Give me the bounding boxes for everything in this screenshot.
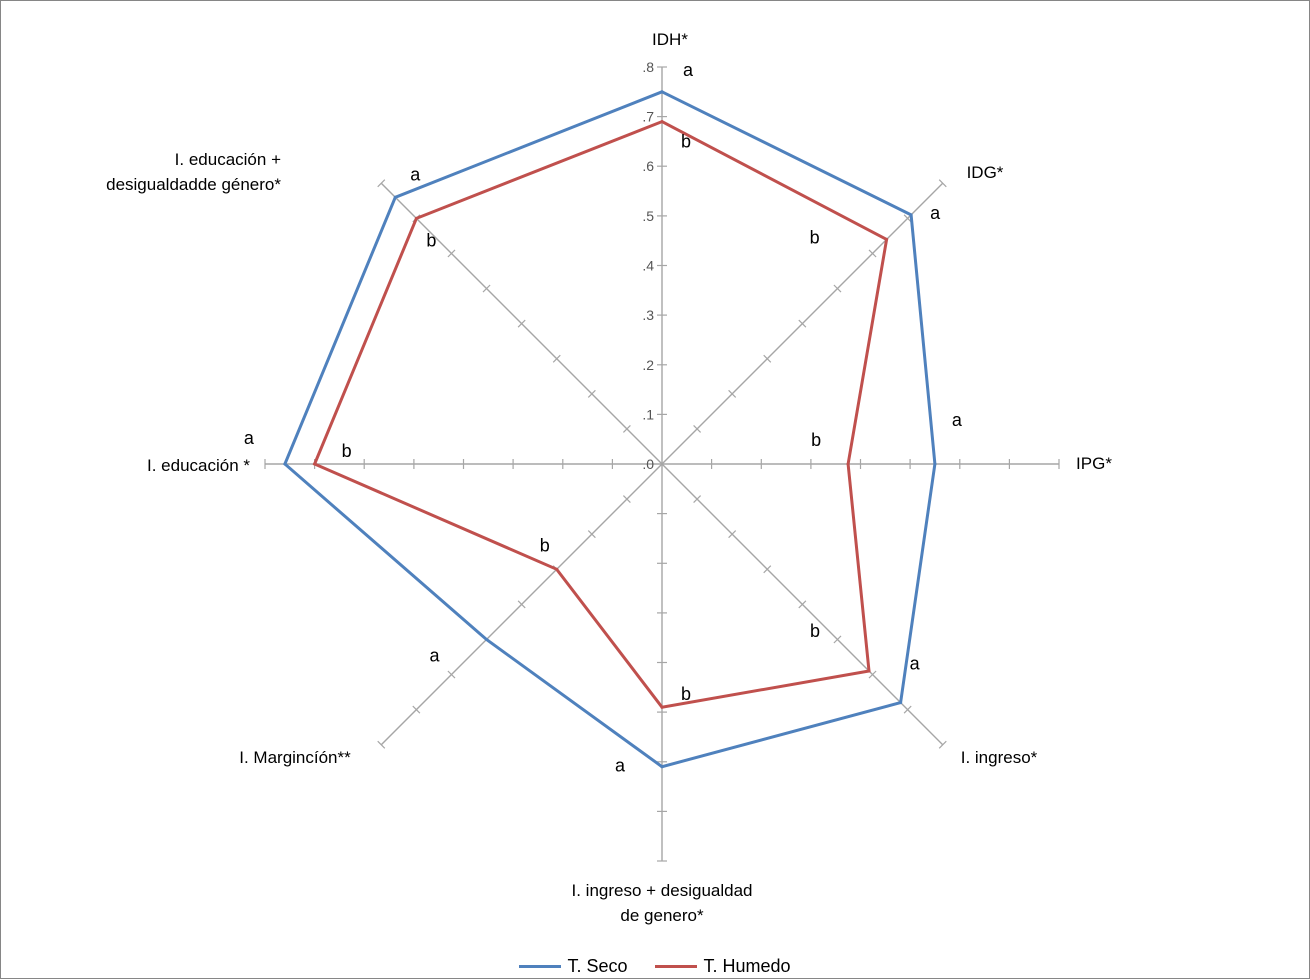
axis-tick-3-7 [903,705,912,714]
axis-tick-5-1 [622,495,631,504]
sig-label-0-2: a [952,410,963,430]
series-0-point-7 [393,195,397,199]
series-1-point-5 [555,567,559,571]
axis-tick-5-2 [587,530,596,539]
axis-tick-1-5 [833,284,842,293]
axis-tick-3-6 [868,670,877,679]
tick-label-8: .8 [642,59,654,75]
sig-label-0-7: a [410,164,421,184]
series-1-point-7 [414,216,418,220]
axis-tick-1-7 [903,214,912,223]
axis-tick-7-5 [482,284,491,293]
axis-label-2: IPG* [1076,454,1112,473]
sig-label-0-3: a [910,654,921,674]
legend: T. Seco T. Humedo [0,953,1310,979]
tick-label-3: .3 [642,307,654,323]
sig-label-0-0: a [683,60,694,80]
legend-swatch-t-humedo [655,964,698,968]
sig-label-1-0: b [681,132,691,152]
series-0-point-4 [660,765,664,769]
axis-tick-7-1 [622,424,631,433]
series-0-point-3 [899,701,903,705]
series-1-point-0 [660,120,664,124]
axis-tick-7-6 [447,249,456,258]
axis-label-4: I. ingreso + desigualdad de genero* [572,881,753,925]
axis-tick-3-5 [833,635,842,644]
tick-label-7: .7 [642,109,654,125]
sig-label-1-1: b [810,227,820,247]
series-1-point-2 [846,462,850,466]
series-0-point-1 [909,213,913,217]
sig-label-1-5: b [540,535,550,555]
sig-label-0-4: a [615,756,626,776]
axis-label-1: IDG* [967,163,1004,182]
series-0-point-2 [933,462,937,466]
sig-label-0-5: a [429,646,440,666]
sig-label-0-1: a [930,203,941,223]
sig-label-1-3: b [810,621,820,641]
axis-tick-1-2 [728,389,737,398]
axis-tick-5-4 [517,600,526,609]
axis-tick-1-4 [798,319,807,328]
series-0-point-5 [485,638,488,641]
axis-tick-3-2 [728,530,737,539]
tick-label-5: .5 [642,208,654,224]
legend-label-t-humedo: T. Humedo [703,955,791,976]
series-1-point-6 [313,462,317,466]
sig-label-1-4: b [681,684,691,704]
tick-label-1: .1 [642,406,654,422]
series-1-point-1 [885,237,889,241]
series-0-point-0 [660,90,664,94]
axis-tick-5-6 [447,670,456,679]
axis-tick-7-4 [517,319,526,328]
sig-label-1-7: b [426,230,436,250]
axis-tick-7-8 [377,179,386,188]
axis-tick-3-8 [938,740,947,749]
series-0-point-6 [283,462,287,466]
series-1-point-4 [660,705,664,709]
axis-tick-3-1 [693,495,702,504]
axis-tick-5-8 [377,740,386,749]
series-1-point-3 [867,669,871,673]
sig-label-1-6: b [342,441,352,461]
legend-item-t-humedo: T. Humedo [655,955,791,977]
legend-swatch-t-seco [519,964,562,968]
tick-label-4: .4 [642,258,654,274]
axis-tick-1-6 [868,249,877,258]
sig-label-0-6: a [244,428,255,448]
series-line-0 [283,90,937,769]
axis-tick-3-4 [798,600,807,609]
axis-label-3: I. ingreso* [961,748,1038,767]
tick-label-2: .2 [642,357,654,373]
axis-label-7: I. educación + desigualdadde género* [106,150,281,194]
axis-label-5: I. Margincíón** [239,748,351,767]
axis-tick-7-3 [552,354,561,363]
axis-tick-5-7 [412,705,421,714]
tick-label-0: .0 [642,456,654,472]
axis-label-0: IDH* [652,30,688,49]
axis-tick-1-3 [763,354,772,363]
axis-tick-7-2 [587,389,596,398]
legend-label-t-seco: T. Seco [567,955,628,976]
series-line-1 [312,119,889,709]
axis-tick-1-8 [938,179,947,188]
axis-tick-1-1 [693,424,702,433]
sig-label-1-2: b [811,430,821,450]
axis-tick-3-3 [763,565,772,574]
legend-item-t-seco: T. Seco [519,956,627,977]
axis-label-6: I. educación * [147,456,250,475]
tick-label-6: .6 [642,158,654,174]
